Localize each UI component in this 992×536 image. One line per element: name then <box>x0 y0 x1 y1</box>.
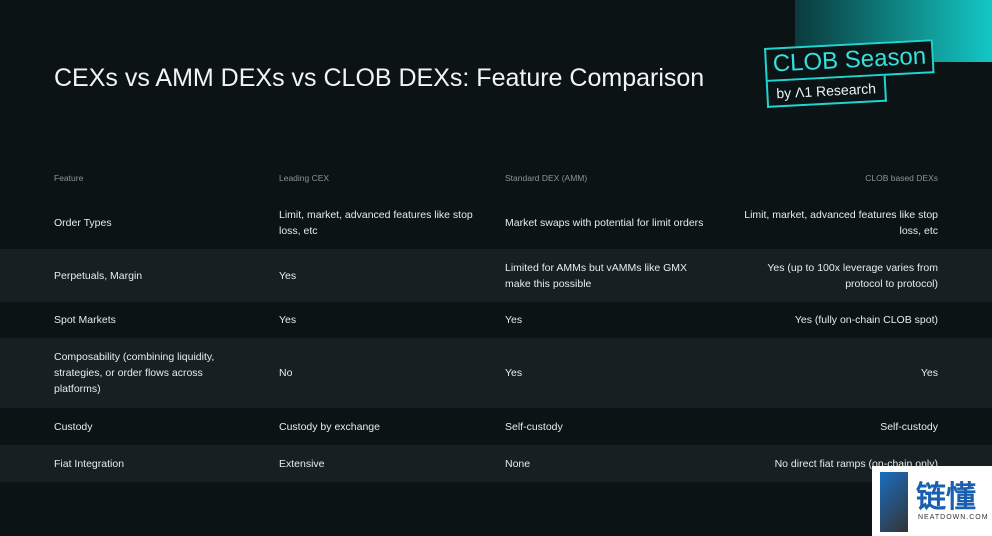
table-cell: Yes <box>505 367 523 379</box>
table-cell: Self-custody <box>505 420 563 433</box>
watermark-icon <box>880 472 908 532</box>
column-header: CLOB based DEXs <box>865 173 938 183</box>
table-row: Spot Markets Yes Yes Yes (fully on-chain CL… <box>0 302 992 338</box>
table-cell: Limited for AMMs but vAMMs like GMX make… <box>505 261 688 290</box>
column-header: Standard DEX (AMM) <box>505 173 588 183</box>
watermark-site: NEATDOWN.COM <box>918 514 989 521</box>
table-cell: Limit, market, advanced features like st… <box>744 209 938 237</box>
table-cell: Order Types <box>54 217 112 229</box>
table-cell: Custody by exchange <box>279 420 380 433</box>
badge: CLOB Season by Λ1 Research <box>764 39 936 108</box>
table-row: Order Types Limit, market, advanced featu… <box>0 197 992 249</box>
table-cell: Yes <box>505 314 523 326</box>
table-cell: Market swaps with potential for limit or… <box>505 217 704 229</box>
table-cell: Perpetuals, Margin <box>54 269 143 282</box>
table-cell: No <box>279 367 293 379</box>
table-cell: Spot Markets <box>54 314 116 326</box>
table-cell: Limit, market, advanced features like st… <box>279 209 473 237</box>
table-row: Perpetuals, Margin Yes Limited for AMMs bu… <box>0 249 992 302</box>
table-cell: Yes (up to 100x leverage varies from pro… <box>767 261 938 290</box>
table-row: Fiat Integration Extensive None No direct f… <box>0 445 992 482</box>
table-cell: Composability (combining liquidity, stra… <box>54 351 215 395</box>
table-row: Composability (combining liquidity, stra… <box>0 338 992 408</box>
header-row: Feature Leading CEX Standard DEX (AMM) CLOB… <box>0 170 992 186</box>
badge-title: CLOB Season <box>764 39 935 82</box>
table-cell: Yes <box>920 367 938 379</box>
watermark: 链懂 NEATDOWN.COM <box>872 466 992 536</box>
table-cell: Fiat Integration <box>54 457 125 470</box>
badge-by: by Λ1 Research <box>765 75 887 108</box>
watermark-logo: 链懂 <box>916 481 976 514</box>
table-cell: Self-custody <box>880 420 938 433</box>
page-title: CEXs vs AMM DEXs vs CLOB DEXs: Feature C… <box>54 64 705 92</box>
table-cell: Yes <box>279 314 297 326</box>
column-header: Leading CEX <box>279 173 330 183</box>
table-cell: None <box>505 457 531 470</box>
table-cell: Yes <box>279 269 297 282</box>
table-cell: Yes (fully on-chain CLOB spot) <box>794 314 938 326</box>
table-row: Custody Custody by exchange Self-custody Se… <box>0 408 992 445</box>
table-cell: Extensive <box>279 457 325 470</box>
table-cell: Custody <box>54 420 93 433</box>
column-header: Feature <box>54 173 84 183</box>
